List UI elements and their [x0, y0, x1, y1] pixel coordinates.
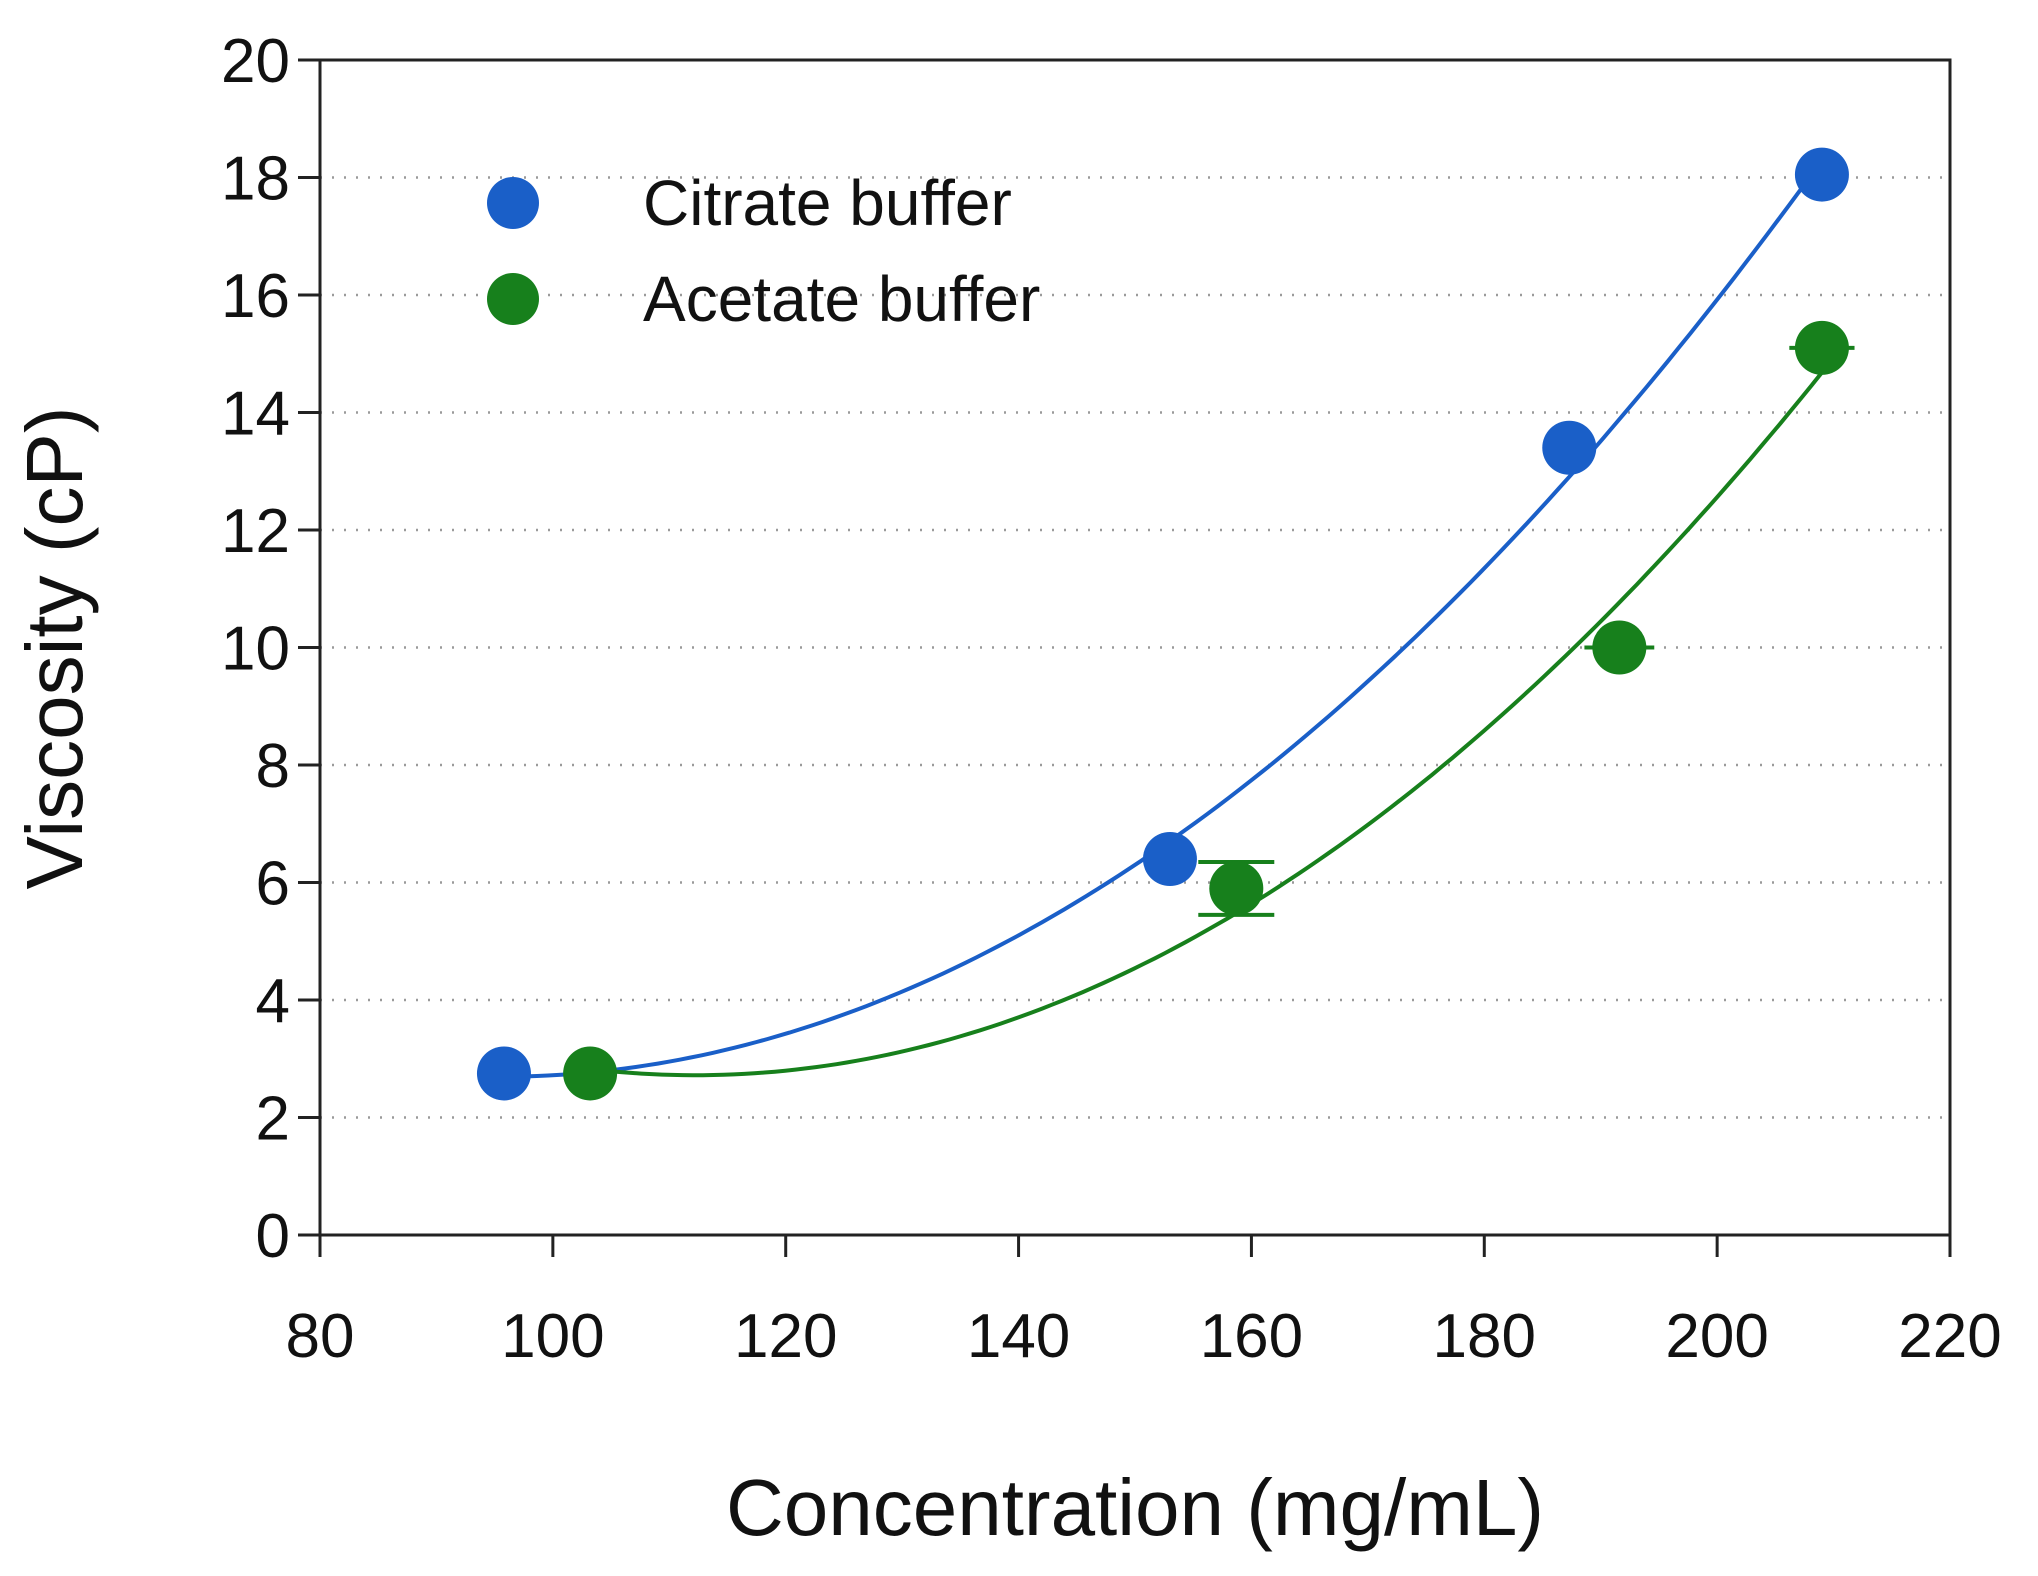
data-point-citrate: [1542, 420, 1597, 475]
y-axis-title: Viscosity (cP): [10, 406, 99, 889]
data-point-acetate: [563, 1046, 618, 1101]
y-tick-label: 10: [221, 615, 290, 684]
data-point-acetate: [1592, 620, 1647, 675]
data-points: [476, 147, 1849, 1101]
error-bars: [1198, 345, 1855, 917]
y-tick-label: 20: [221, 27, 290, 96]
axis-ticks: 0 2 4 6 8 10 12 14 16 18 20 80 100 120 140 160 180 200 220: [221, 27, 2002, 1371]
y-tick-label: 8: [256, 732, 290, 801]
legend-marker-citrate: [487, 177, 539, 229]
x-tick-label: 220: [1898, 1302, 2001, 1371]
x-tick-label: 120: [734, 1302, 837, 1371]
legend-label-citrate: Citrate buffer: [643, 167, 1012, 239]
x-tick-label: 100: [501, 1302, 604, 1371]
data-point-acetate: [1794, 320, 1849, 375]
legend: Citrate buffer Acetate buffer: [487, 167, 1040, 335]
legend-marker-acetate: [487, 273, 539, 325]
x-axis-title: Concentration (mg/mL): [726, 1463, 1544, 1552]
x-tick-label: 180: [1433, 1302, 1536, 1371]
y-tick-label: 6: [256, 850, 290, 919]
y-tick-label: 12: [221, 497, 290, 566]
x-tick-label: 80: [286, 1302, 355, 1371]
x-tick-label: 200: [1665, 1302, 1768, 1371]
x-tick-label: 160: [1200, 1302, 1303, 1371]
y-tick-label: 0: [256, 1202, 290, 1271]
plot-frame: [318, 58, 1952, 1237]
legend-label-acetate: Acetate buffer: [643, 263, 1040, 335]
data-point-citrate: [1142, 832, 1197, 886]
fit-curve-1: [589, 371, 1824, 1078]
x-tick-label: 140: [967, 1302, 1070, 1371]
y-tick-label: 16: [221, 262, 290, 331]
y-tick-label: 18: [221, 145, 290, 214]
data-point-citrate: [476, 1046, 531, 1101]
data-point-citrate: [1794, 147, 1849, 202]
y-tick-label: 4: [256, 967, 290, 1036]
y-tick-label: 14: [221, 380, 290, 449]
y-tick-label: 2: [256, 1085, 290, 1154]
data-point-acetate: [1209, 861, 1264, 916]
gridlines: [320, 176, 1950, 1119]
